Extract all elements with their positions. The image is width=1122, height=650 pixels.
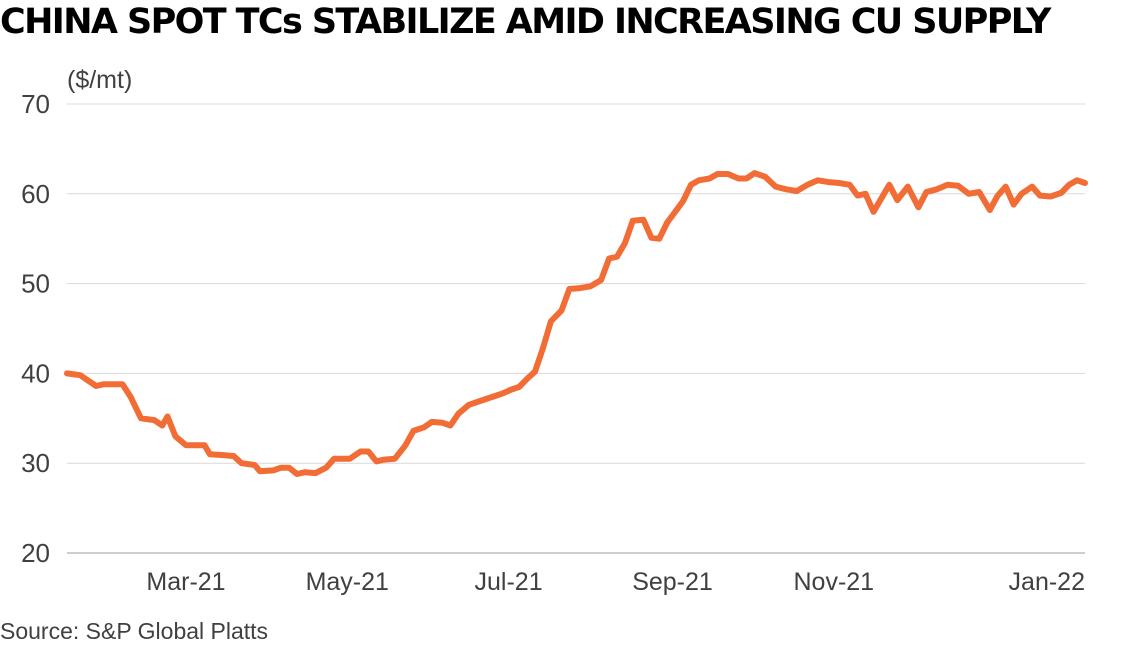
series-lines — [64, 170, 1088, 477]
x-tick-label: Jul-21 — [475, 568, 543, 596]
y-tick-label: 60 — [21, 179, 50, 209]
x-tick-label: May-21 — [306, 568, 389, 596]
y-axis-tick-labels: 70 60 50 40 30 20 — [21, 89, 50, 568]
series-line-0 — [64, 170, 1088, 477]
chart-title: CHINA SPOT TCs STABILIZE AMID INCREASING… — [0, 2, 1051, 42]
y-tick-label: 70 — [21, 89, 50, 119]
x-tick-label: Sep-21 — [632, 568, 713, 596]
y-tick-label: 40 — [21, 358, 50, 388]
x-tick-label: Jan-22 — [1009, 568, 1085, 596]
x-tick-label: Mar-21 — [146, 568, 225, 596]
y-tick-label: 50 — [21, 269, 50, 299]
x-axis-tick-labels: Mar-21 May-21 Jul-21 Sep-21 Nov-21 Jan-22 — [146, 568, 1085, 596]
gridlines — [67, 103, 1085, 554]
y-axis-unit-label: ($/mt) — [67, 66, 132, 94]
y-tick-label: 20 — [21, 538, 50, 568]
y-tick-label: 30 — [21, 448, 50, 478]
source-note: Source: S&P Global Platts — [0, 618, 269, 644]
x-tick-label: Nov-21 — [794, 568, 875, 596]
